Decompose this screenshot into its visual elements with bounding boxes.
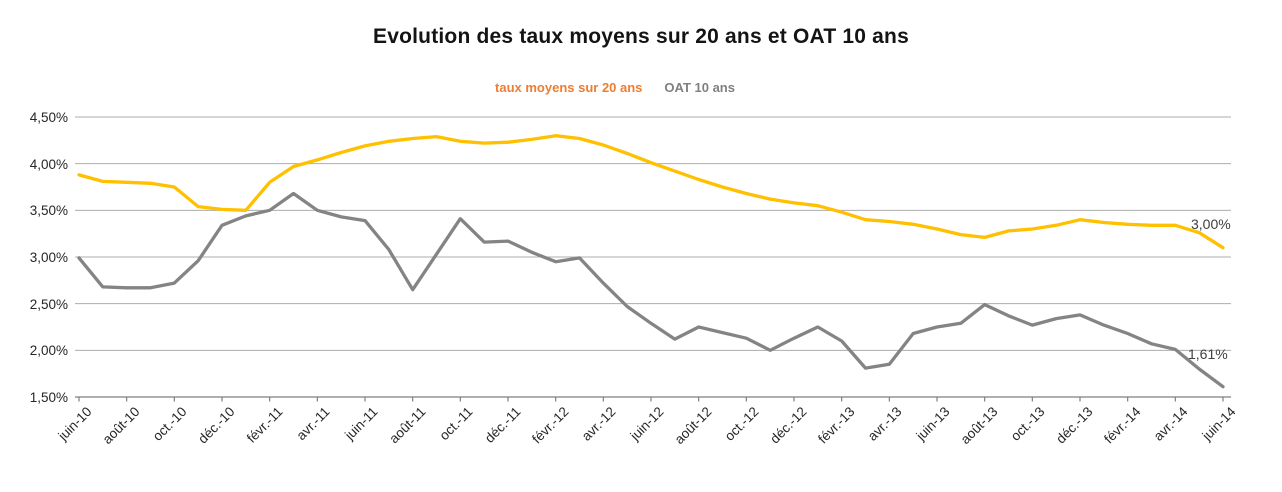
series-end-label-taux-moyens: 3,00% — [1191, 216, 1231, 232]
chart-title: Evolution des taux moyens sur 20 ans et … — [373, 25, 909, 48]
y-tick-label: 1,50% — [29, 390, 68, 405]
series-line-oat-10-ans — [77, 191, 1225, 389]
y-tick-label: 2,00% — [29, 343, 68, 359]
y-tick-label: 4,00% — [29, 156, 68, 172]
legend-item-taux-moyens: taux moyens sur 20 ans — [495, 80, 643, 95]
series-end-label-oat-10-ans: 1,61% — [1188, 346, 1228, 362]
y-tick-label: 3,50% — [29, 203, 68, 219]
legend-item-oat-10-ans: OAT 10 ans — [664, 80, 735, 95]
y-tick-label: 4,50% — [29, 110, 68, 125]
series-line-taux-moyens — [77, 134, 1225, 250]
legend: taux moyens sur 20 ans OAT 10 ans — [40, 80, 1190, 95]
y-tick-label: 2,50% — [29, 296, 68, 312]
y-tick-label: 3,00% — [29, 250, 68, 265]
